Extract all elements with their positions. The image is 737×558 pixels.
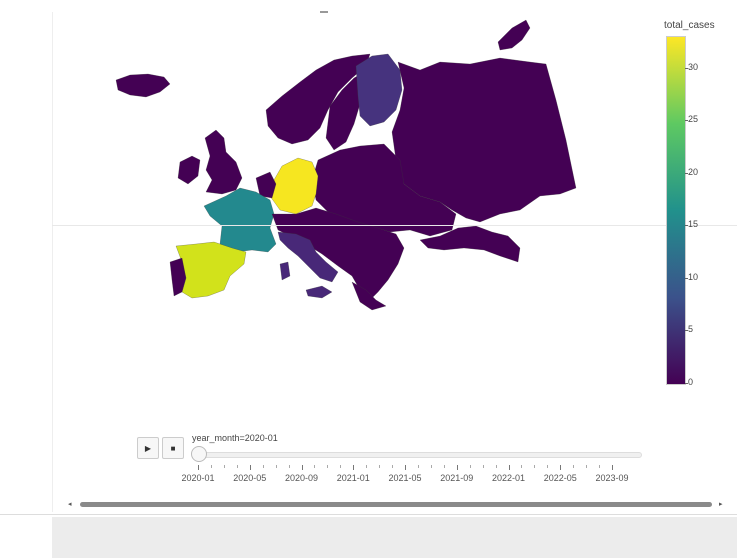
slider-tick-mark	[314, 465, 316, 468]
slider-tick-mark	[301, 465, 303, 470]
slider-tick-mark	[586, 465, 588, 468]
colorbar-tick-mark	[685, 330, 688, 332]
slider-tick-label[interactable]: 2022-05	[543, 473, 577, 483]
colorbar-tick-label: 0	[688, 377, 694, 387]
slider-tick-label[interactable]: 2021-05	[388, 473, 422, 483]
slider-tick-mark	[366, 465, 368, 468]
slider-tick-mark	[288, 465, 290, 468]
colorbar-tick-mark	[685, 383, 688, 384]
slider-tick-mark	[482, 465, 484, 468]
slider-tick-mark	[534, 465, 536, 468]
slider-tick-label[interactable]: 2020-01	[181, 473, 215, 483]
slider-tick-mark	[469, 465, 471, 468]
country-france[interactable]	[203, 187, 277, 253]
colorbar-tick-label: 5	[688, 324, 694, 335]
country-iceland[interactable]	[115, 73, 171, 98]
slider-tick-mark	[210, 465, 212, 468]
slider-handle[interactable]	[191, 446, 207, 462]
slider-tick-mark	[262, 465, 264, 468]
slider-tick-mark	[495, 465, 497, 468]
country-benelux[interactable]	[255, 171, 277, 199]
slider-tick-mark	[508, 465, 510, 470]
country-sicily[interactable]	[305, 285, 333, 299]
slider-tick-mark	[198, 465, 199, 470]
colorbar-tick-label: 20	[688, 166, 699, 177]
slider-tick-mark	[392, 465, 394, 468]
slider-tick-label[interactable]: 2022-01	[491, 473, 526, 483]
scrollbar-thumb[interactable]	[80, 502, 712, 507]
play-button[interactable]: ▶	[137, 437, 159, 459]
colorbar-tick-label: 25	[688, 114, 699, 125]
slider-tick-label[interactable]: 2023-09	[595, 473, 629, 483]
slider-tick-label[interactable]: 2021-01	[336, 473, 370, 483]
europe-choropleth-map[interactable]	[0, 0, 737, 520]
slider-track[interactable]	[194, 452, 642, 458]
lower-panel	[52, 517, 737, 558]
country-germany[interactable]	[269, 157, 319, 215]
slider-tick-mark	[430, 465, 432, 468]
slider-current-value: year_month=2020-01	[192, 433, 278, 443]
slider-tick-mark	[353, 465, 355, 470]
screenshot-seam	[52, 225, 737, 226]
colorbar-tick-label: 15	[688, 219, 699, 230]
country-ireland[interactable]	[177, 155, 201, 185]
slider-tick-label[interactable]: 2020-05	[233, 473, 267, 483]
country-finland[interactable]	[355, 53, 403, 127]
slider-tick-mark	[456, 465, 458, 470]
country-greece[interactable]	[351, 281, 387, 311]
colorbar-tick-mark	[685, 120, 688, 122]
slider-tick-label[interactable]: 2020-09	[284, 473, 319, 483]
colorbar-tick-label: 10	[688, 271, 699, 282]
slider-tick-mark	[327, 465, 329, 468]
slider-tick-mark	[223, 465, 225, 468]
country-sardinia[interactable]	[279, 261, 291, 281]
slider-tick-mark	[560, 465, 562, 470]
colorbar-tick-mark	[685, 225, 688, 227]
slider-tick-mark	[236, 465, 238, 468]
modebar-handle[interactable]	[320, 11, 328, 13]
stop-button[interactable]: ■	[162, 437, 184, 459]
slider-tick-mark	[521, 465, 523, 468]
colorbar-title: total_cases	[664, 20, 715, 31]
slider-tick-mark	[417, 465, 419, 468]
slider-tick-mark	[599, 465, 601, 468]
colorbar-tick-mark	[685, 67, 688, 69]
slider-tick-mark	[379, 465, 381, 468]
slider-tick-mark	[340, 465, 342, 468]
country-portugal[interactable]	[169, 257, 187, 297]
country-united-kingdom[interactable]	[204, 129, 243, 195]
slider-tick-mark	[612, 465, 613, 470]
slider-tick-mark	[249, 465, 251, 470]
colorbar-tick-label: 30	[688, 61, 699, 72]
page-divider	[0, 514, 737, 515]
scroll-left-icon[interactable]: ◂	[68, 501, 72, 508]
slider-tick-label[interactable]: 2021-09	[440, 473, 474, 483]
slider-tick-mark	[405, 465, 406, 470]
colorbar-tick-mark	[685, 277, 688, 279]
country-novaya-zemlya[interactable]	[497, 19, 531, 51]
slider-tick-mark	[443, 465, 445, 468]
country-norway[interactable]	[265, 53, 371, 145]
slider-tick-mark	[547, 465, 549, 468]
colorbar	[666, 36, 686, 385]
slider-tick-mark	[275, 465, 277, 468]
country-spain[interactable]	[175, 241, 247, 299]
scroll-right-icon[interactable]: ▸	[719, 501, 723, 508]
country-turkey[interactable]	[419, 225, 521, 263]
colorbar-tick-mark	[685, 172, 688, 174]
plot-frame-edge	[52, 12, 53, 512]
country-italy[interactable]	[277, 231, 339, 283]
slider-tick-mark	[573, 465, 575, 468]
